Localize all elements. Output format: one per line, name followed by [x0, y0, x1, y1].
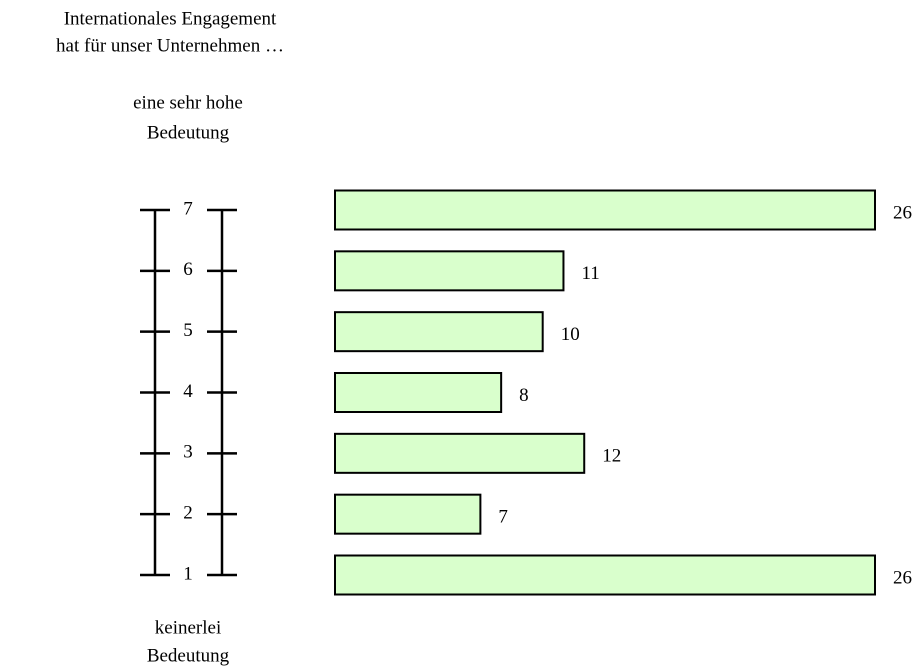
bar [334, 250, 565, 292]
scale-label: 7 [183, 198, 193, 219]
bar [334, 493, 482, 535]
value-label: 11 [581, 263, 599, 284]
bar [334, 311, 544, 353]
bar [334, 372, 503, 413]
bar [334, 189, 876, 231]
bar [334, 432, 586, 474]
value-label: 10 [561, 324, 580, 345]
scale-label: 2 [183, 503, 193, 524]
chart-title: Internationales Engagement [64, 8, 277, 29]
top-label: eine sehr hohe [133, 92, 243, 113]
bar [334, 554, 876, 596]
value-label: 26 [893, 202, 912, 223]
bottom-label: Bedeutung [147, 645, 230, 666]
value-label: 7 [498, 507, 508, 528]
value-label: 26 [893, 567, 912, 588]
top-label: Bedeutung [147, 122, 230, 143]
value-label: 8 [519, 385, 529, 406]
value-label: 12 [602, 446, 621, 467]
chart-title: hat für unser Unternehmen … [56, 35, 284, 56]
scale-label: 5 [183, 320, 193, 341]
bottom-label: keinerlei [155, 617, 221, 638]
scale-label: 1 [183, 563, 193, 584]
scale-label: 4 [183, 381, 193, 402]
scale-label: 3 [183, 442, 193, 463]
scale-label: 6 [183, 259, 193, 280]
